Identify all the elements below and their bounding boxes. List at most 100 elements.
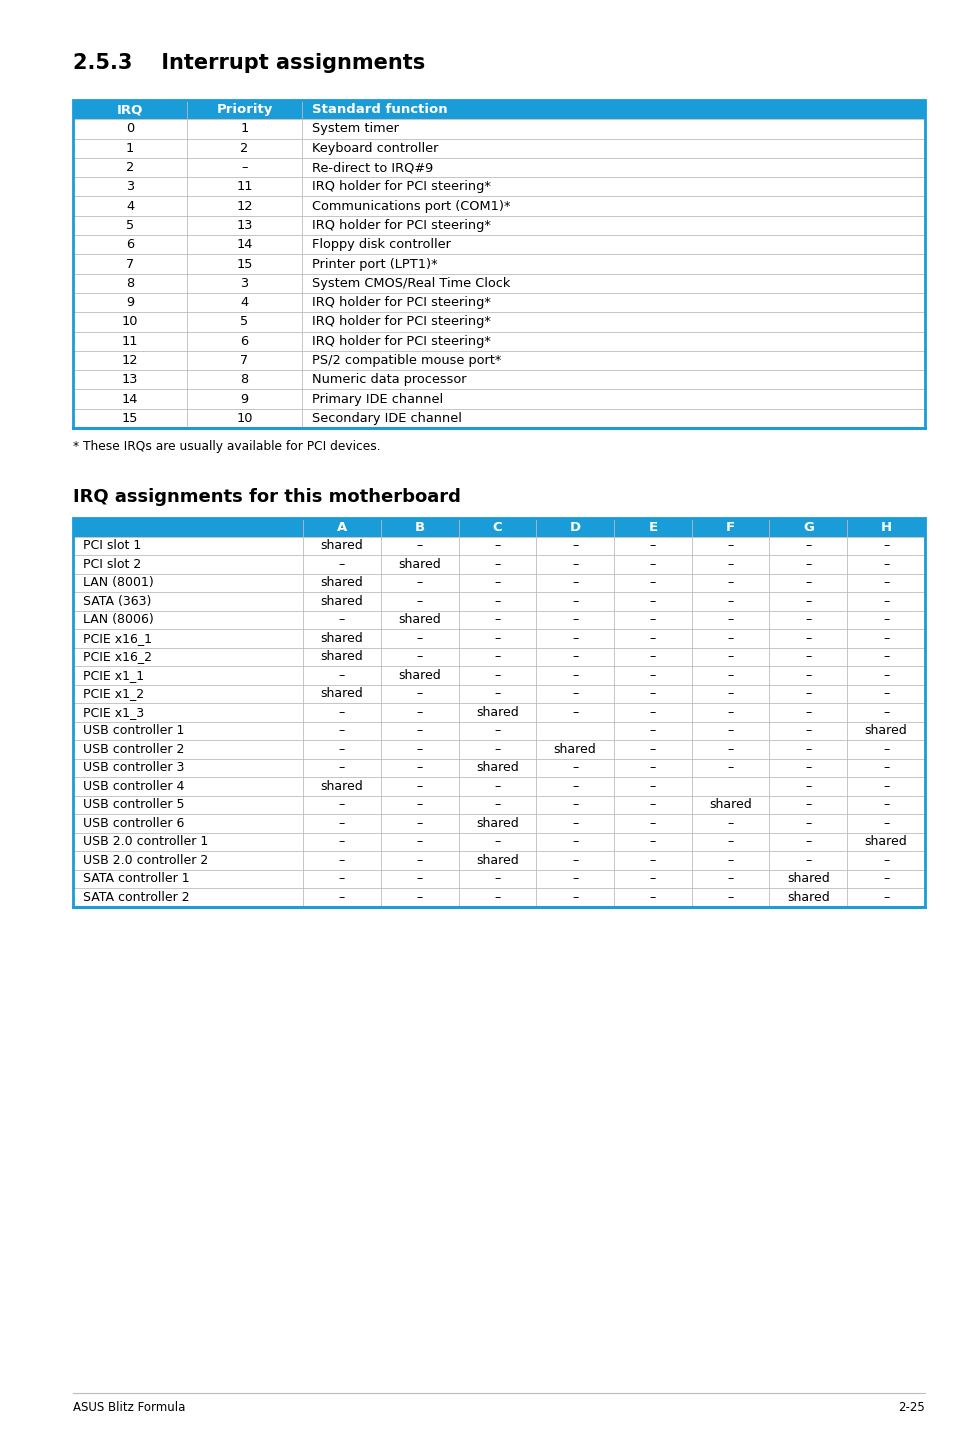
Bar	[73, 255, 924, 273]
Text: SATA (363): SATA (363)	[83, 595, 152, 608]
Text: IRQ holder for PCI steering*: IRQ holder for PCI steering*	[312, 335, 490, 348]
Text: –: –	[494, 614, 500, 627]
Bar	[73, 684, 924, 703]
Text: –: –	[804, 669, 811, 682]
Text: –: –	[572, 631, 578, 644]
Text: –: –	[416, 854, 422, 867]
Text: shared: shared	[476, 706, 518, 719]
Bar	[73, 390, 924, 408]
Text: shared: shared	[553, 743, 596, 756]
Text: Numeric data processor: Numeric data processor	[312, 374, 466, 387]
Text: –: –	[727, 595, 733, 608]
Text: F: F	[725, 521, 735, 533]
Bar	[73, 293, 924, 312]
Text: –: –	[727, 743, 733, 756]
Text: Printer port (LPT1)*: Printer port (LPT1)*	[312, 257, 436, 270]
Bar	[73, 518, 924, 536]
Text: –: –	[416, 706, 422, 719]
Text: –: –	[338, 614, 345, 627]
Text: 14: 14	[236, 239, 253, 252]
Text: –: –	[727, 631, 733, 644]
Text: USB 2.0 controller 1: USB 2.0 controller 1	[83, 835, 208, 848]
Text: 4: 4	[126, 200, 134, 213]
Text: 10: 10	[236, 411, 253, 426]
Text: –: –	[649, 798, 656, 811]
Text: –: –	[572, 650, 578, 663]
Text: –: –	[416, 687, 422, 700]
Text: 11: 11	[122, 335, 138, 348]
Text: –: –	[727, 558, 733, 571]
Text: –: –	[572, 761, 578, 774]
Text: G: G	[802, 521, 813, 533]
Text: –: –	[572, 687, 578, 700]
Text: –: –	[649, 743, 656, 756]
Text: –: –	[416, 577, 422, 590]
Text: 2: 2	[126, 161, 134, 174]
Text: Standard function: Standard function	[312, 104, 447, 116]
Bar	[73, 647, 924, 666]
Text: –: –	[727, 577, 733, 590]
Text: H: H	[880, 521, 891, 533]
Text: –: –	[649, 687, 656, 700]
Text: 12: 12	[122, 354, 138, 367]
Text: –: –	[727, 669, 733, 682]
Text: IRQ assignments for this motherboard: IRQ assignments for this motherboard	[73, 487, 460, 506]
Text: –: –	[804, 577, 811, 590]
Text: IRQ: IRQ	[117, 104, 143, 116]
Text: PS/2 compatible mouse port*: PS/2 compatible mouse port*	[312, 354, 500, 367]
Bar	[73, 138, 924, 158]
Text: 5: 5	[126, 219, 134, 232]
Text: –: –	[882, 539, 888, 552]
Text: Priority: Priority	[216, 104, 273, 116]
Text: 12: 12	[236, 200, 253, 213]
Text: PCIE x1_3: PCIE x1_3	[83, 706, 144, 719]
Text: –: –	[494, 577, 500, 590]
Bar	[73, 536, 924, 555]
Bar	[73, 889, 924, 906]
Text: –: –	[727, 650, 733, 663]
Bar	[73, 628, 924, 647]
Bar	[73, 158, 924, 177]
Text: ASUS Blitz Formula: ASUS Blitz Formula	[73, 1401, 185, 1414]
Bar	[73, 777, 924, 795]
Text: –: –	[882, 577, 888, 590]
Text: shared: shared	[320, 539, 363, 552]
Text: –: –	[494, 631, 500, 644]
Text: USB controller 2: USB controller 2	[83, 743, 184, 756]
Text: –: –	[649, 854, 656, 867]
Text: 11: 11	[236, 180, 253, 193]
Text: B: B	[415, 521, 424, 533]
Text: –: –	[882, 761, 888, 774]
Text: –: –	[882, 743, 888, 756]
Text: LAN (8006): LAN (8006)	[83, 614, 153, 627]
Text: –: –	[649, 614, 656, 627]
Text: –: –	[494, 798, 500, 811]
Bar	[73, 851, 924, 870]
Text: 2-25: 2-25	[898, 1401, 924, 1414]
Text: –: –	[804, 761, 811, 774]
Text: shared: shared	[786, 873, 829, 886]
Text: –: –	[649, 817, 656, 830]
Bar	[73, 703, 924, 722]
Text: E: E	[648, 521, 657, 533]
Text: Re-direct to IRQ#9: Re-direct to IRQ#9	[312, 161, 433, 174]
Text: –: –	[804, 650, 811, 663]
Text: –: –	[727, 539, 733, 552]
Text: PCI slot 1: PCI slot 1	[83, 539, 141, 552]
Text: shared: shared	[320, 779, 363, 792]
Text: –: –	[572, 706, 578, 719]
Bar	[73, 741, 924, 759]
Text: –: –	[882, 706, 888, 719]
Text: –: –	[572, 854, 578, 867]
Text: Communications port (COM1)*: Communications port (COM1)*	[312, 200, 510, 213]
Text: –: –	[416, 779, 422, 792]
Text: –: –	[338, 873, 345, 886]
Text: 7: 7	[240, 354, 248, 367]
Text: –: –	[416, 631, 422, 644]
Bar	[73, 177, 924, 197]
Text: 15: 15	[122, 411, 138, 426]
Text: –: –	[804, 558, 811, 571]
Text: –: –	[882, 854, 888, 867]
Text: 13: 13	[236, 219, 253, 232]
Text: –: –	[494, 539, 500, 552]
